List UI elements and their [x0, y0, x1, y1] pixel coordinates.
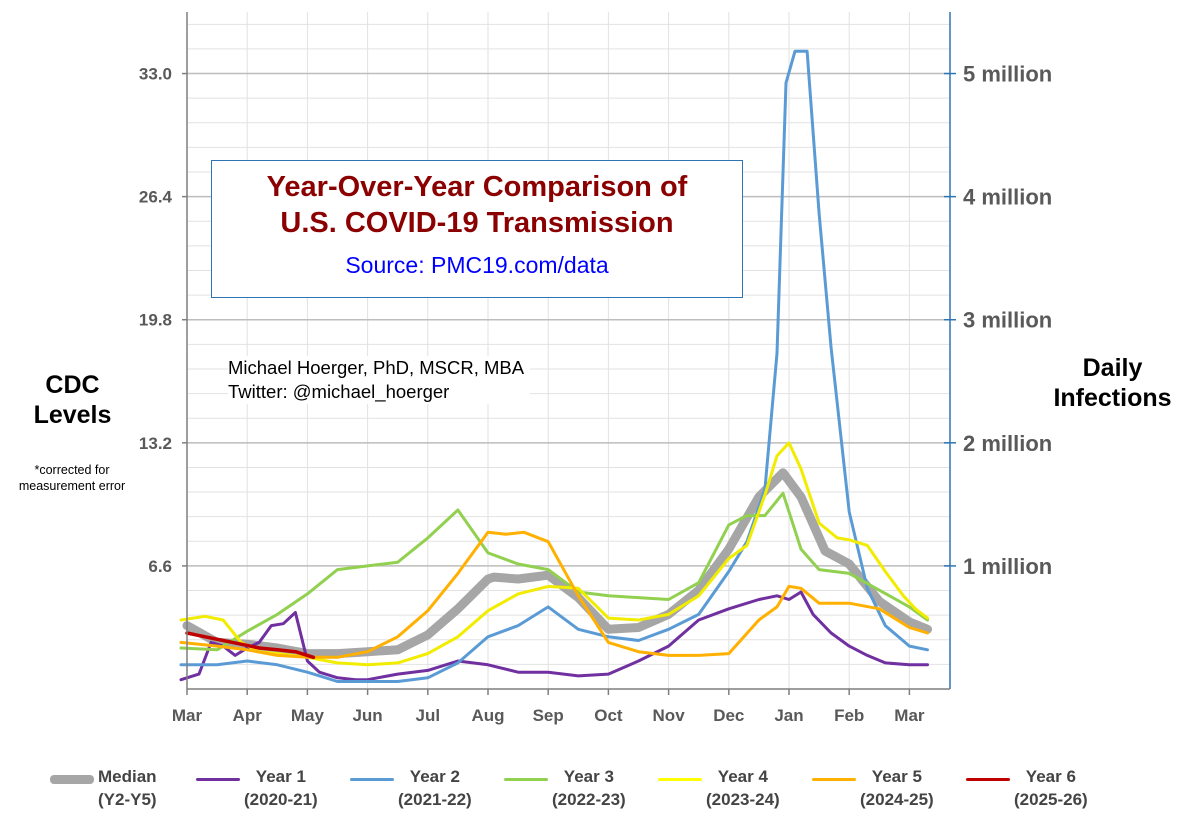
x-tick-label: Sep — [533, 706, 564, 725]
x-tick-label: Jun — [352, 706, 382, 725]
x-tick-label: Mar — [172, 706, 203, 725]
chart-title-line2: U.S. COVID-19 Transmission — [280, 207, 674, 239]
chart-source: Source: PMC19.com/data — [345, 252, 609, 278]
legend-sublabel: (2021-22) — [398, 790, 472, 809]
series-line-year-3 — [179, 491, 929, 652]
legend-label: Year 2 — [409, 767, 460, 786]
right-axis-title-line1: Daily — [1082, 354, 1143, 382]
right-tick-label: 5 million — [963, 62, 1052, 87]
legend-sublabel: (2023-24) — [706, 790, 780, 809]
legend-sublabel: (2022-23) — [552, 790, 626, 809]
x-tick-label: May — [291, 706, 325, 725]
left-axis-note: *corrected for measurement error — [18, 463, 126, 493]
right-tick-label: 1 million — [963, 554, 1052, 579]
x-tick-label: Oct — [594, 706, 623, 725]
x-tick-label: Dec — [713, 706, 744, 725]
x-tick-label: Feb — [834, 706, 864, 725]
series-line-year-5 — [179, 530, 929, 659]
x-tick-label: Apr — [233, 706, 263, 725]
x-tick-label: Aug — [471, 706, 504, 725]
x-tick-label: Jul — [416, 706, 441, 725]
legend-sublabel: (Y2-Y5) — [98, 790, 157, 809]
legend-label: Year 6 — [1025, 767, 1076, 786]
legend-label: Year 4 — [717, 767, 768, 786]
legend-label: Median — [98, 767, 157, 786]
legend-swatch — [812, 778, 856, 781]
legend-sublabel: (2025-26) — [1014, 790, 1088, 809]
legend-label: Year 1 — [255, 767, 306, 786]
left-axis-title-line1: CDC — [45, 371, 100, 399]
left-axis-title: CDC Levels — [10, 370, 135, 430]
left-axis-title-line2: Levels — [33, 401, 112, 429]
chart-title-line1: Year-Over-Year Comparison of — [266, 171, 688, 203]
right-axis-title-line2: Infections — [1053, 384, 1172, 412]
right-tick-label: 3 million — [963, 308, 1052, 333]
legend-swatch — [966, 778, 1010, 781]
legend-swatch — [658, 778, 702, 781]
series-line-year-6 — [185, 631, 316, 660]
left-tick-label: 33.0 — [139, 65, 172, 84]
legend-swatch — [504, 778, 548, 781]
author-twitter: Twitter: @michael_hoerger — [228, 381, 450, 402]
legend-swatch — [350, 778, 394, 781]
left-tick-label: 26.4 — [139, 188, 173, 207]
series-line-year-2 — [179, 49, 929, 683]
legend-label: Year 3 — [563, 767, 614, 786]
legend-sublabel: (2024-25) — [860, 790, 934, 809]
left-tick-label: 13.2 — [139, 434, 172, 453]
legend-sublabel: (2020-21) — [244, 790, 318, 809]
legend-label: Year 5 — [871, 767, 922, 786]
series-line-year-1 — [179, 590, 929, 682]
legend-swatch — [50, 775, 94, 784]
author-name: Michael Hoerger, PhD, MSCR, MBA — [228, 357, 525, 378]
axes — [182, 12, 956, 695]
chart-title-box: Year-Over-Year Comparison of U.S. COVID-… — [211, 160, 743, 298]
right-tick-label: 4 million — [963, 185, 1052, 210]
x-tick-label: Jan — [774, 706, 803, 725]
left-tick-label: 19.8 — [139, 311, 172, 330]
legend: Median (Y2-Y5) Year 1 (2020-21) Year 2 (202… — [0, 765, 1200, 815]
author-credit: Michael Hoerger, PhD, MSCR, MBA Twitter:… — [228, 356, 531, 404]
right-tick-label: 2 million — [963, 431, 1052, 456]
x-tick-label: Nov — [653, 706, 686, 725]
left-tick-label: 6.6 — [148, 557, 172, 576]
x-tick-label: Mar — [894, 706, 925, 725]
right-axis-title: Daily Infections — [1035, 353, 1190, 413]
series-lines — [179, 49, 932, 683]
tick-labels: Mar Apr May Jun Jul Aug Sep Oct Nov Dec Jan Feb Mar 6… — [139, 62, 1052, 725]
legend-swatch — [196, 778, 240, 781]
